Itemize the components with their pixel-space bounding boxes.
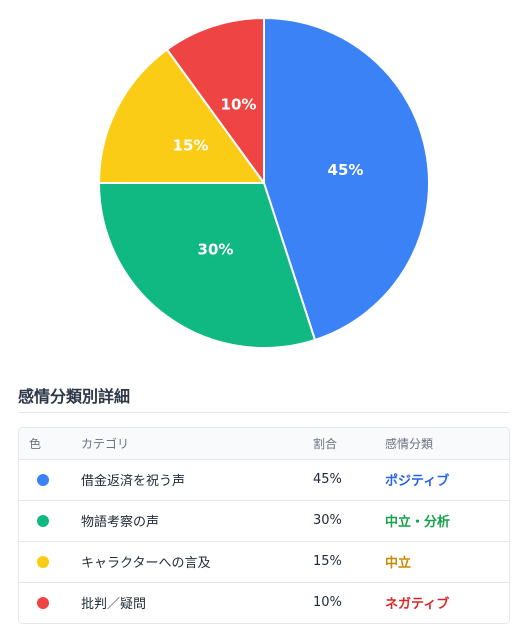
sentiment-label: 中立・分析: [385, 515, 451, 530]
ratio-cell: 10%: [313, 581, 385, 623]
slice-value-label: 30%: [198, 241, 234, 259]
color-cell: [19, 499, 77, 541]
color-dot: [37, 596, 49, 609]
color-cell: [19, 459, 77, 500]
table-header-row: 色 カテゴリ 割合 感情分類: [19, 428, 509, 460]
pie-chart-svg: 45% 30% 15% 10%: [98, 17, 430, 349]
category-cell: 物語考察の声: [77, 499, 313, 541]
header-color: 色: [19, 428, 77, 460]
detail-table: 色 カテゴリ 割合 感情分類 借金返済を祝う声 45% ポジティブ 物語考察の声…: [18, 427, 510, 624]
section-title: 感情分類別詳細: [18, 387, 131, 406]
pie-slice: [166, 17, 265, 184]
pie-slice: [98, 182, 316, 349]
slice-value-label: 15%: [173, 137, 209, 155]
sentiment-label: ネガティブ: [385, 597, 450, 613]
category-cell: キャラクターへの言及: [77, 540, 313, 582]
pie-chart: 45% 30% 15% 10%: [98, 17, 430, 349]
table-row: 物語考察の声 30% 中立・分析: [19, 499, 509, 541]
section-divider: [18, 412, 510, 413]
header-sentiment: 感情分類: [385, 428, 509, 460]
color-dot: [37, 514, 49, 527]
pie-slice: [263, 17, 430, 341]
slice-value-label: 10%: [221, 96, 257, 114]
category-cell: 借金返済を祝う声: [81, 474, 186, 489]
header-ratio: 割合: [313, 428, 385, 460]
ratio-cell: 30%: [313, 499, 385, 541]
sentiment-label: ポジティブ: [385, 474, 450, 489]
table-row: 批判／疑問 10% ネガティブ: [19, 581, 509, 623]
color-dot: [37, 473, 49, 486]
slice-value-label: 45%: [328, 161, 364, 179]
table-row: 借金返済を祝う声 45% ポジティブ: [19, 459, 509, 500]
table-row: キャラクターへの言及 15% 中立: [19, 540, 509, 582]
ratio-cell: 45%: [313, 472, 342, 487]
pie-slice: [98, 48, 265, 184]
sentiment-label: 中立: [385, 556, 412, 571]
header-category: カテゴリ: [77, 428, 313, 460]
ratio-cell: 15%: [313, 540, 385, 582]
category-cell: 批判／疑問: [77, 581, 313, 623]
color-cell: [19, 581, 77, 623]
color-dot: [37, 555, 49, 568]
color-cell: [19, 540, 77, 582]
